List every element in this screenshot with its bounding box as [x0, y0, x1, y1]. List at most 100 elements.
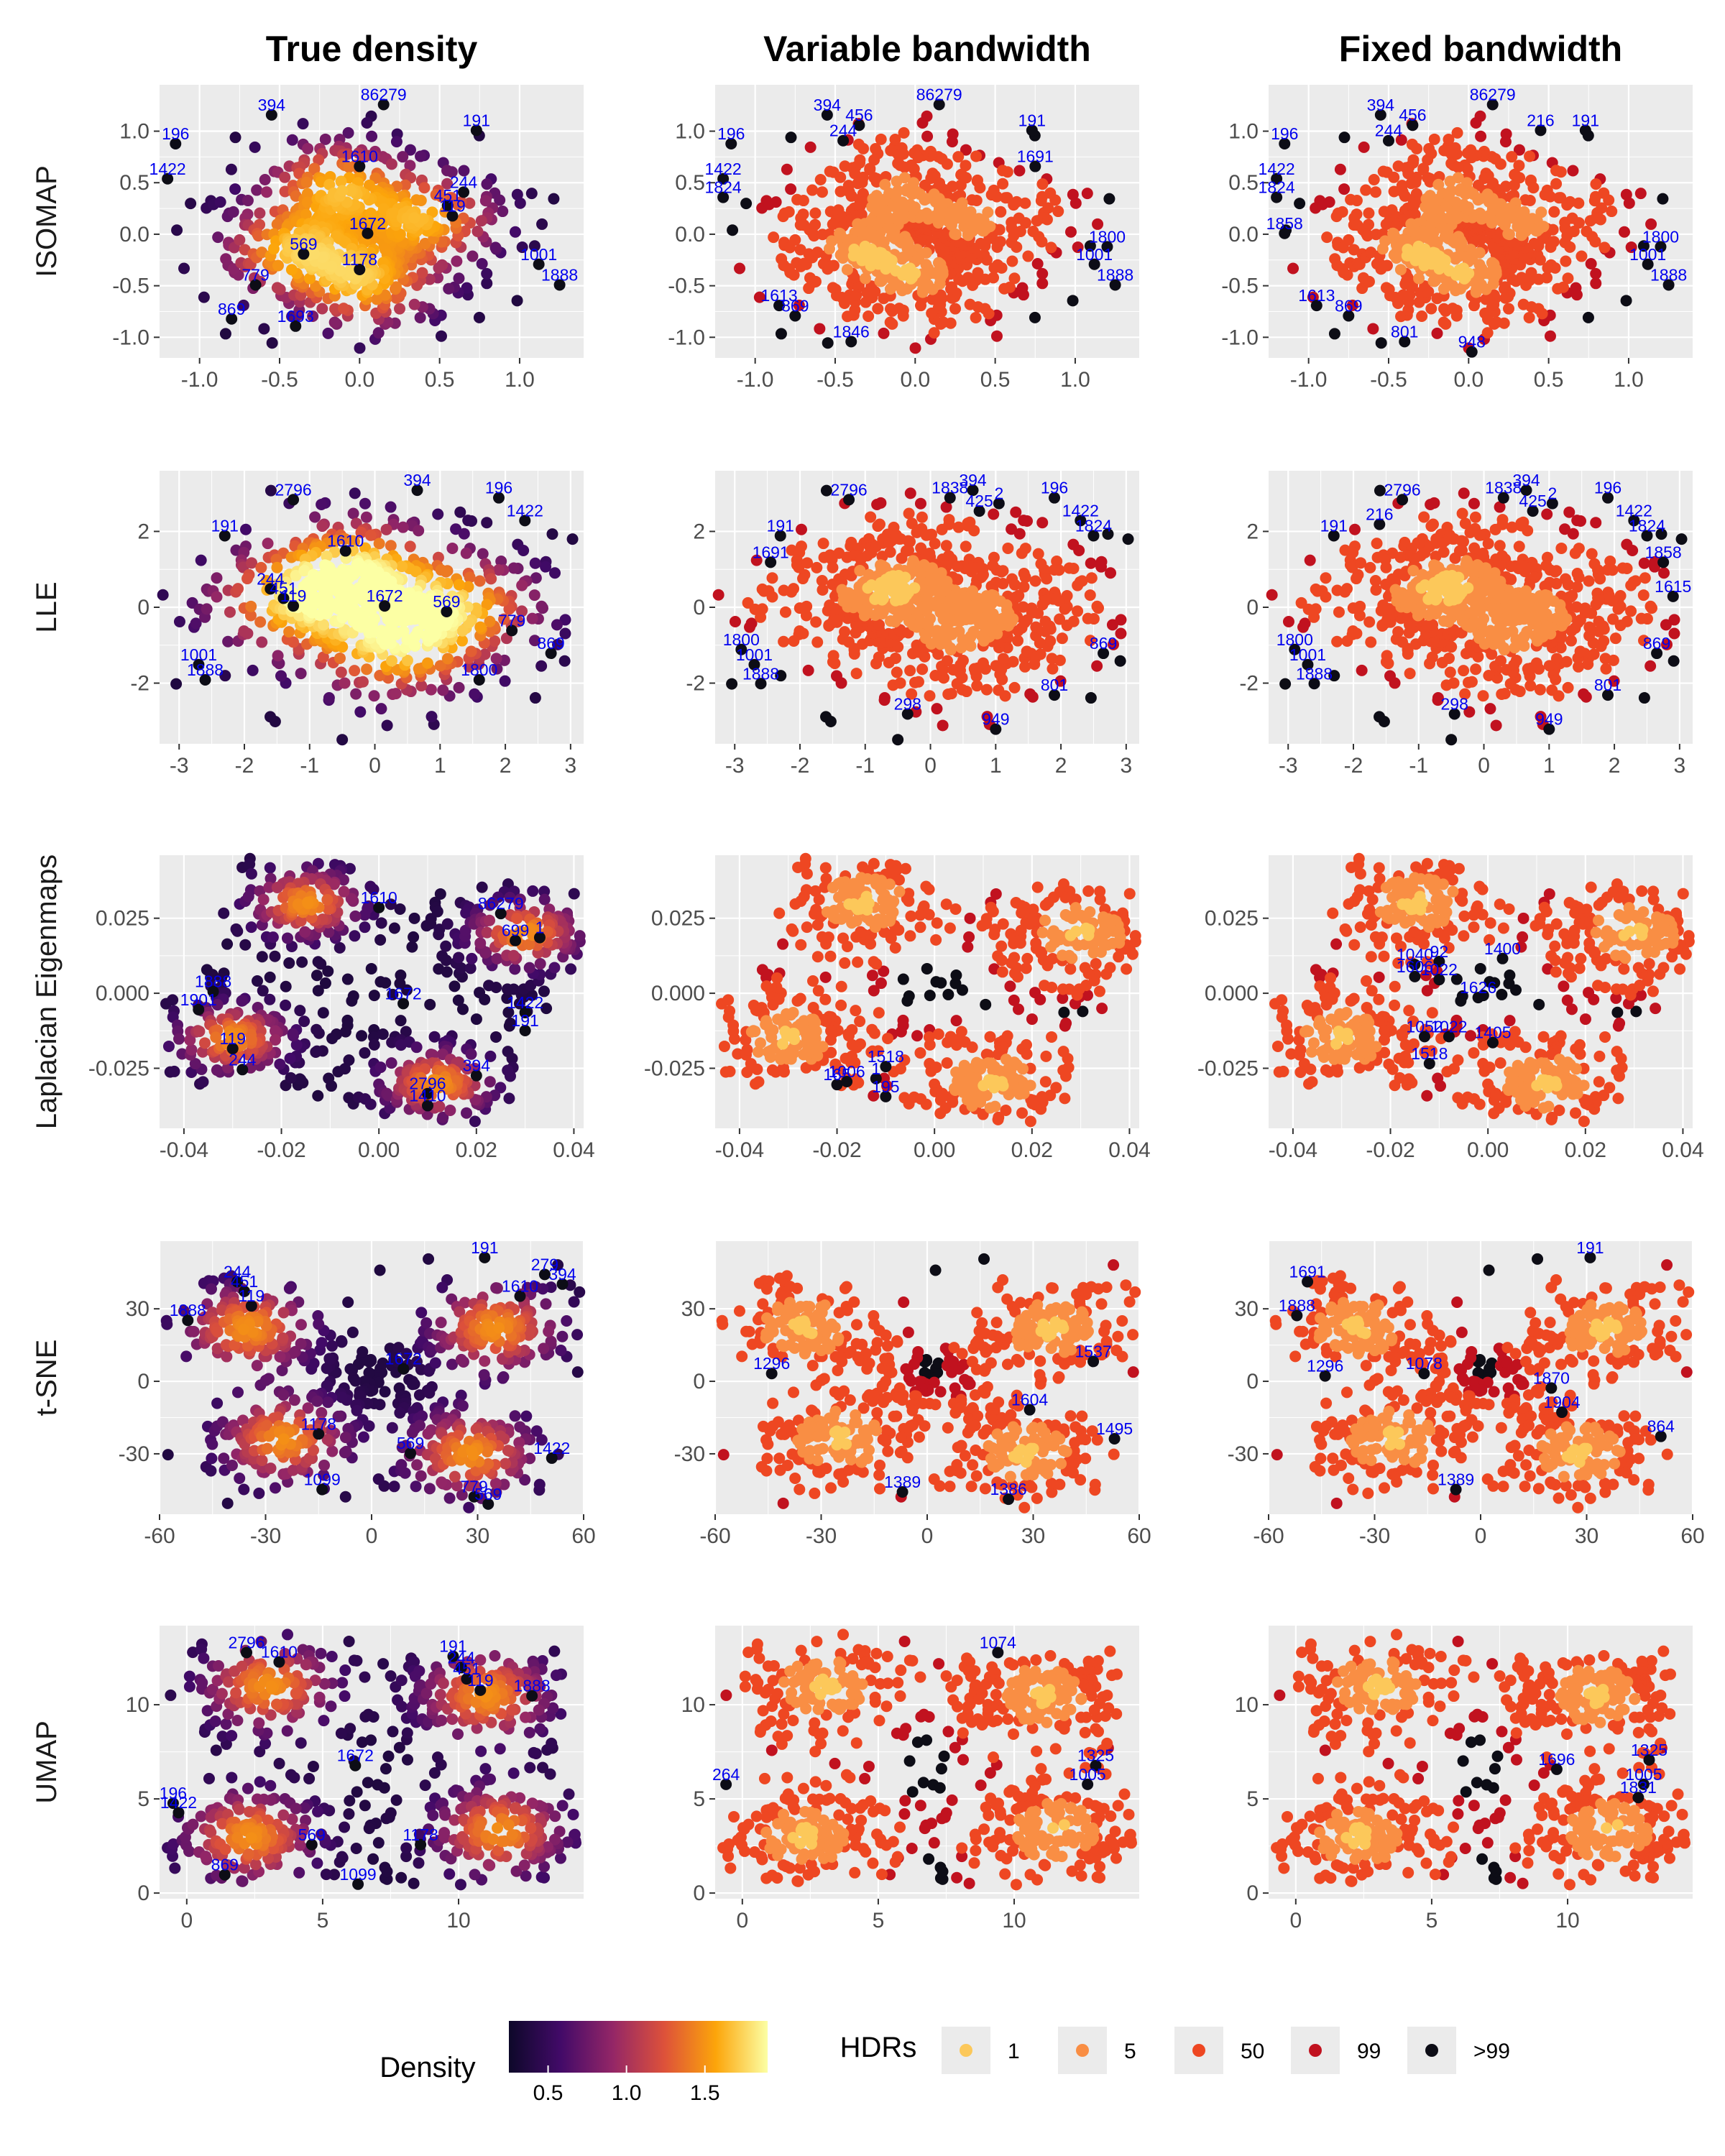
- data-point: [479, 195, 492, 207]
- point-label: 191: [211, 516, 239, 535]
- data-point: [785, 132, 797, 144]
- data-point: [239, 939, 252, 951]
- column-title: Variable bandwidth: [763, 29, 1091, 69]
- y-tick-label: 0.5: [119, 171, 150, 195]
- outlier-point: [298, 248, 310, 260]
- data-point: [1458, 665, 1470, 677]
- y-tick-label: 2: [137, 520, 150, 543]
- data-point: [1635, 612, 1647, 625]
- data-point: [1008, 199, 1020, 211]
- data-point: [1452, 161, 1464, 173]
- data-point: [239, 523, 252, 535]
- data-point: [310, 1046, 322, 1058]
- data-point: [868, 154, 880, 166]
- data-point: [1506, 625, 1519, 637]
- data-point: [827, 259, 840, 272]
- data-point: [1409, 176, 1422, 188]
- data-point: [1583, 575, 1595, 587]
- data-point: [364, 529, 377, 541]
- points: [727, 110, 1116, 354]
- data-point: [934, 289, 947, 301]
- point-label: 1888: [1296, 664, 1333, 683]
- data-point: [903, 507, 915, 520]
- data-point: [344, 185, 356, 197]
- y-tick-label: 0.0: [1228, 223, 1259, 247]
- point-label: 1422: [705, 160, 742, 178]
- data-point: [285, 264, 298, 276]
- data-point: [440, 940, 452, 952]
- data-point: [339, 1063, 351, 1075]
- data-point: [310, 1023, 323, 1036]
- data-point: [264, 862, 276, 874]
- data-point: [410, 194, 423, 206]
- data-point: [319, 133, 331, 145]
- data-point: [360, 511, 372, 523]
- data-point: [283, 626, 295, 638]
- data-point: [1013, 528, 1026, 540]
- y-tick-label: 0.0: [675, 223, 705, 247]
- data-point: [1091, 660, 1103, 672]
- data-point: [1380, 282, 1392, 294]
- data-point: [1363, 207, 1375, 219]
- data-point: [227, 206, 239, 218]
- data-point: [1384, 670, 1396, 682]
- point-label: 1422: [507, 501, 543, 520]
- data-point: [1445, 185, 1458, 197]
- data-point: [404, 540, 416, 553]
- data-point: [912, 676, 924, 688]
- outlier-point: [226, 313, 238, 325]
- data-point: [432, 508, 444, 520]
- data-point: [822, 337, 834, 349]
- point-label: 1422: [150, 160, 186, 178]
- data-point: [1338, 183, 1351, 195]
- data-point: [872, 303, 884, 315]
- data-point: [916, 663, 929, 676]
- data-point: [395, 969, 407, 982]
- data-point: [393, 228, 405, 240]
- x-tick-label: 2: [500, 754, 512, 778]
- outlier-point: [290, 320, 302, 332]
- data-point: [1266, 589, 1278, 601]
- data-point: [878, 327, 890, 339]
- data-point: [1056, 632, 1068, 645]
- data-point: [827, 218, 839, 231]
- data-point: [428, 1031, 441, 1043]
- data-point: [529, 692, 541, 704]
- data-point: [301, 196, 313, 208]
- data-point: [1469, 511, 1481, 523]
- x-tick-label: -1.0: [1290, 368, 1328, 392]
- data-point: [1067, 295, 1079, 307]
- point-label: 196: [1041, 479, 1068, 497]
- data-point: [334, 264, 346, 277]
- data-point: [256, 636, 268, 648]
- data-point: [338, 303, 350, 315]
- data-point: [1310, 603, 1322, 615]
- data-point: [440, 954, 452, 967]
- data-point: [960, 613, 972, 625]
- data-point: [1411, 142, 1423, 155]
- data-point: [1364, 561, 1376, 573]
- data-point: [1072, 579, 1084, 591]
- data-point: [1489, 523, 1501, 535]
- data-point: [1006, 255, 1018, 267]
- data-point: [896, 253, 908, 265]
- data-point: [381, 719, 393, 732]
- data-point: [453, 579, 465, 591]
- data-point: [1625, 605, 1637, 617]
- data-point: [1054, 613, 1066, 625]
- data-point: [390, 136, 402, 148]
- row-title: Laplacian Eigenmaps: [31, 854, 63, 1129]
- point-label: 801: [1594, 676, 1622, 694]
- data-point: [1425, 303, 1438, 315]
- data-point: [451, 255, 463, 267]
- y-tick-label: 0: [693, 596, 705, 619]
- data-point: [1114, 655, 1126, 667]
- data-point: [178, 262, 190, 275]
- data-point: [514, 197, 526, 209]
- data-point: [408, 212, 420, 224]
- x-tick-label: -0.5: [816, 368, 854, 392]
- data-point: [1470, 117, 1482, 129]
- data-point: [1369, 186, 1381, 198]
- point-label: 779: [498, 611, 525, 630]
- x-tick-label: 1: [434, 754, 446, 778]
